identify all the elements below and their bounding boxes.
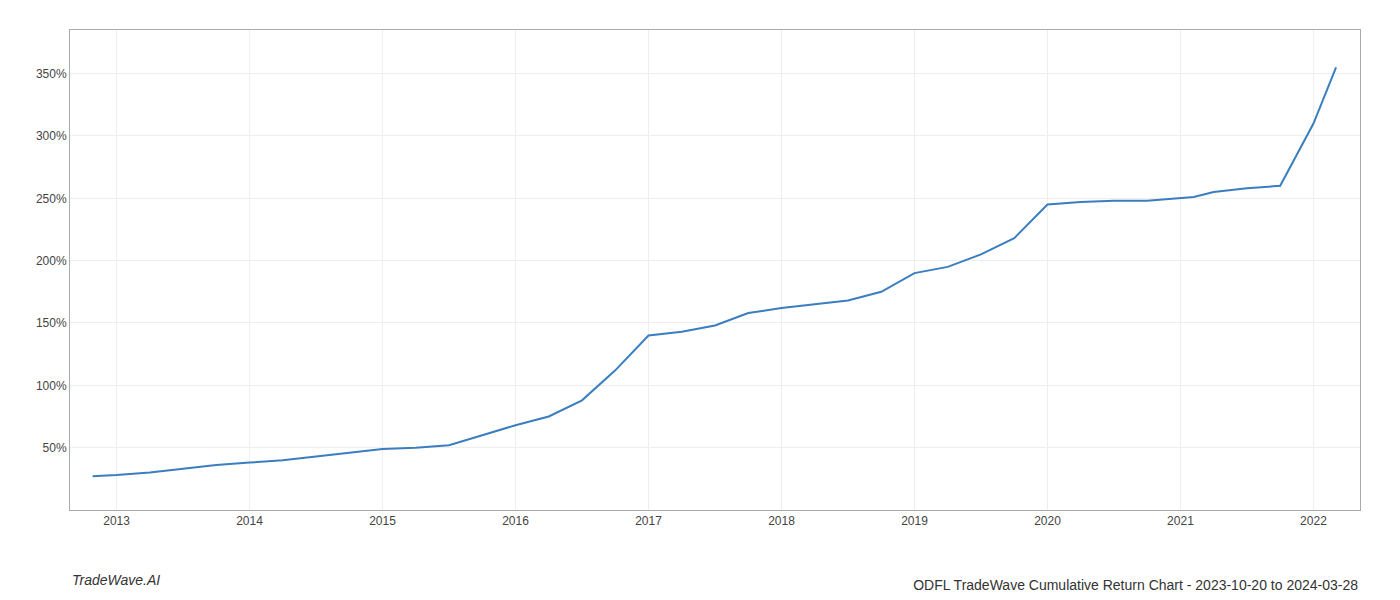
svg-text:300%: 300% bbox=[36, 129, 67, 143]
svg-text:250%: 250% bbox=[36, 192, 67, 206]
svg-text:50%: 50% bbox=[43, 441, 67, 455]
svg-text:ODFL TradeWave Cumulative Retu: ODFL TradeWave Cumulative Return Chart -… bbox=[913, 577, 1358, 593]
svg-text:200%: 200% bbox=[36, 254, 67, 268]
svg-text:2015: 2015 bbox=[369, 514, 396, 528]
svg-text:2022: 2022 bbox=[1300, 514, 1327, 528]
svg-text:2016: 2016 bbox=[502, 514, 529, 528]
svg-text:2020: 2020 bbox=[1034, 514, 1061, 528]
svg-text:TradeWave.AI: TradeWave.AI bbox=[72, 572, 160, 588]
svg-text:2014: 2014 bbox=[236, 514, 263, 528]
svg-text:350%: 350% bbox=[36, 67, 67, 81]
svg-text:2021: 2021 bbox=[1167, 514, 1194, 528]
svg-text:100%: 100% bbox=[36, 379, 67, 393]
svg-text:150%: 150% bbox=[36, 316, 67, 330]
svg-text:2019: 2019 bbox=[901, 514, 928, 528]
svg-text:2017: 2017 bbox=[635, 514, 662, 528]
svg-text:2013: 2013 bbox=[103, 514, 130, 528]
svg-text:2018: 2018 bbox=[768, 514, 795, 528]
